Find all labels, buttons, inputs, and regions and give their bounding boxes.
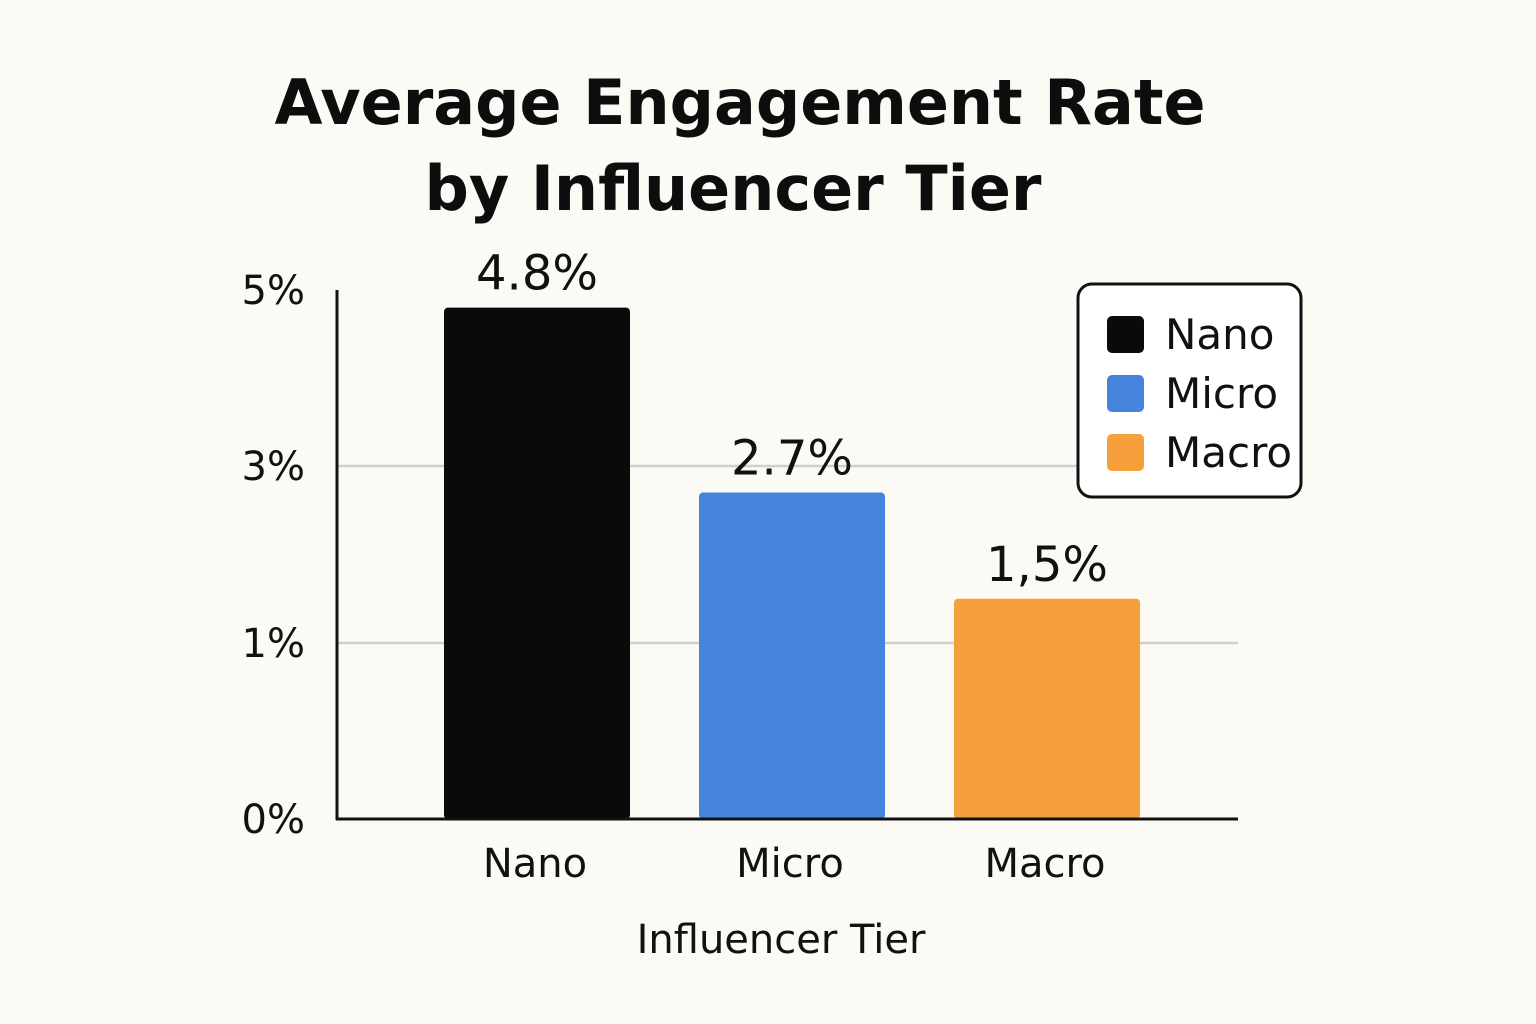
x-tick-label-macro: Macro (984, 841, 1105, 887)
legend-label-macro: Macro (1165, 428, 1292, 477)
data-label-nano: 4.8% (476, 246, 598, 302)
bar-nano (444, 307, 630, 819)
y-tick-label-2: 3% (242, 444, 305, 490)
legend: Nano Micro Macro (1076, 282, 1303, 499)
x-tick-label-micro: Micro (736, 841, 844, 887)
legend-label-nano: Nano (1165, 310, 1274, 359)
data-labels: 4.8% 2.7% 1,5% (476, 246, 1108, 593)
bar-micro (699, 492, 885, 819)
y-tick-label-1: 1% (242, 621, 305, 667)
y-tick-label-0: 0% (242, 797, 305, 843)
y-axis-ticks: 0% 1% 3% 5% (242, 268, 305, 843)
x-axis-title: Influencer Tier (637, 917, 926, 963)
chart-title-line-2: by Influencer Tier (424, 152, 1041, 225)
x-tick-label-nano: Nano (483, 841, 587, 887)
legend-swatch-micro (1107, 375, 1144, 412)
legend-swatch-nano (1107, 316, 1144, 353)
data-label-macro: 1,5% (986, 537, 1108, 593)
y-tick-label-3: 5% (242, 268, 305, 314)
chart-title-line-1: Average Engagement Rate (274, 66, 1205, 139)
data-label-micro: 2.7% (731, 431, 853, 487)
bars (444, 307, 1140, 819)
x-axis-categories: Nano Micro Macro (483, 841, 1106, 887)
legend-label-micro: Micro (1165, 369, 1278, 418)
bar-macro (954, 598, 1140, 819)
legend-swatch-macro (1107, 434, 1144, 471)
